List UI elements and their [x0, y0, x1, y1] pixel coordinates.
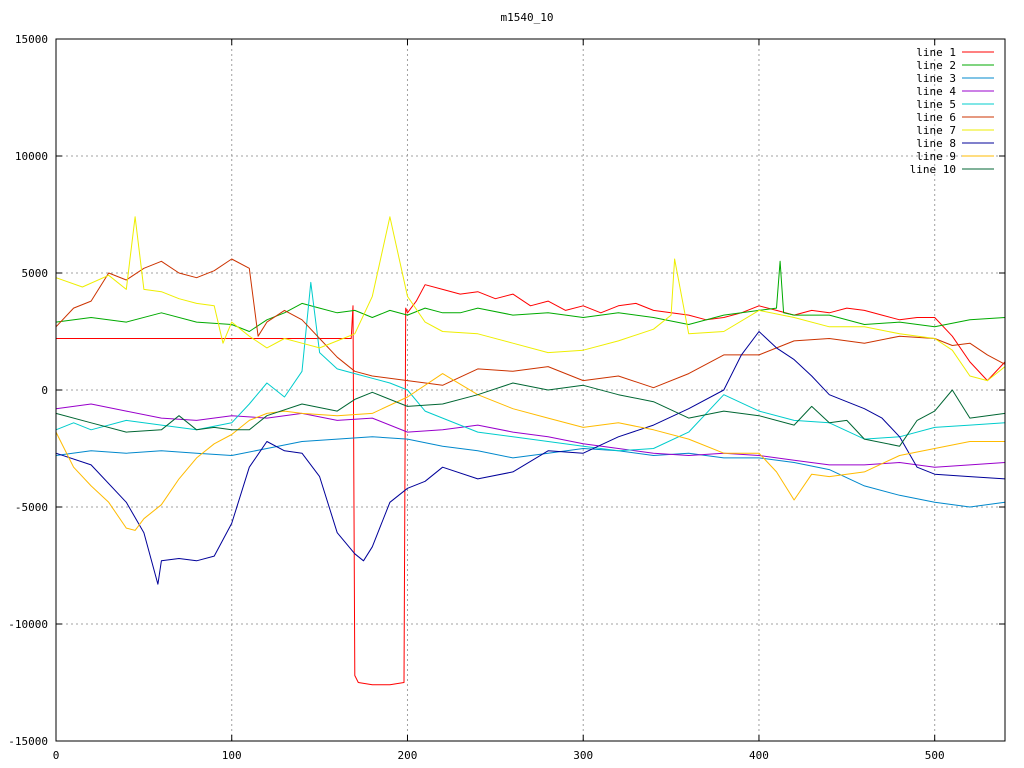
y-tick-labels: -15000 -10000 -5000 0 5000 10000 15000 — [8, 33, 48, 748]
series-line-4 — [55, 403, 1006, 468]
legend-label-3: line 3 — [916, 72, 956, 85]
x-tick-label: 300 — [573, 749, 593, 762]
series-line-3 — [55, 436, 1006, 508]
series-line-1 — [56, 284, 1006, 686]
y-tick-label: -5000 — [15, 501, 48, 514]
x-tick-label: 400 — [749, 749, 769, 762]
legend-label-6: line 6 — [916, 111, 956, 124]
series-line-5 — [55, 281, 1006, 452]
legend-label-2: line 2 — [916, 59, 956, 72]
series-line-10 — [55, 382, 1006, 447]
legend-label-4: line 4 — [916, 85, 956, 98]
series-line-2 — [55, 260, 1006, 332]
legend-label-5: line 5 — [916, 98, 956, 111]
series-line-8 — [55, 331, 1006, 585]
series-lines — [55, 216, 1006, 686]
legend-label-10: line 10 — [910, 163, 956, 176]
y-tick-label: 0 — [41, 384, 48, 397]
grid — [56, 39, 1005, 741]
x-tick-label: 200 — [398, 749, 418, 762]
legend-label-7: line 7 — [916, 124, 956, 137]
axis-ticks — [55, 38, 1005, 742]
legend-label-1: line 1 — [916, 46, 956, 59]
legend-label-8: line 8 — [916, 137, 956, 150]
series-line-6 — [55, 258, 1006, 389]
y-tick-label: -10000 — [8, 618, 48, 631]
chart-title: m1540_10 — [501, 11, 554, 24]
y-tick-label: 15000 — [15, 33, 48, 46]
legend-label-9: line 9 — [916, 150, 956, 163]
series-line-7 — [55, 216, 1006, 382]
x-tick-label: 100 — [222, 749, 242, 762]
y-tick-label: 10000 — [15, 150, 48, 163]
y-tick-label: -15000 — [8, 735, 48, 748]
x-tick-label: 0 — [53, 749, 60, 762]
x-tick-label: 500 — [925, 749, 945, 762]
series-line-9 — [55, 373, 1005, 531]
y-tick-label: 5000 — [22, 267, 49, 280]
x-tick-labels: 0 100 200 300 400 500 — [53, 749, 945, 762]
